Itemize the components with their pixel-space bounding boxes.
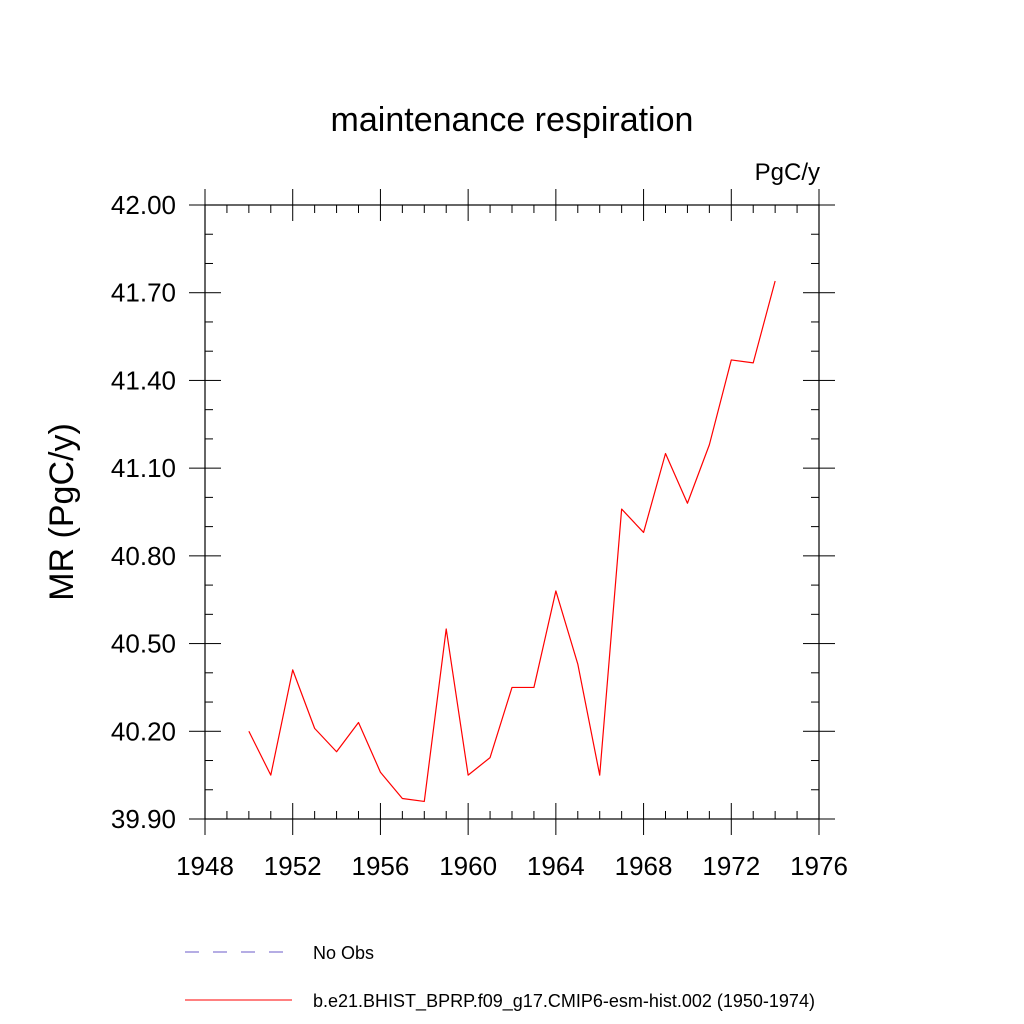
y-tick-label: 40.50 xyxy=(111,629,176,659)
y-axis-label: MR (PgC/y) xyxy=(43,423,81,601)
x-tick-labels: 1948 1952 1956 1960 1964 1968 1972 1976 xyxy=(176,851,848,881)
series-layer xyxy=(248,280,776,803)
units-label: PgC/y xyxy=(755,159,820,186)
x-tick-label: 1964 xyxy=(527,851,585,881)
series-line-0 xyxy=(248,280,776,803)
x-tick-label: 1972 xyxy=(702,851,760,881)
x-tick-label: 1956 xyxy=(352,851,410,881)
x-tick-label: 1948 xyxy=(176,851,234,881)
y-tick-label: 40.20 xyxy=(111,716,176,746)
chart-title: maintenance respiration xyxy=(331,101,694,139)
y-tick-label: 41.70 xyxy=(111,278,176,308)
x-tick-label: 1976 xyxy=(790,851,848,881)
plot-frame xyxy=(204,204,820,820)
legend-label-model: b.e21.BHIST_BPRP.f09_g17.CMIP6-esm-hist.… xyxy=(313,991,815,1012)
y-tick-label: 39.90 xyxy=(111,804,176,834)
x-tick-label: 1952 xyxy=(264,851,322,881)
x-tick-label: 1968 xyxy=(615,851,673,881)
x-tick-label: 1960 xyxy=(439,851,497,881)
legend: No Obs b.e21.BHIST_BPRP.f09_g17.CMIP6-es… xyxy=(185,943,815,1012)
y-tick-label: 42.00 xyxy=(111,190,176,220)
y-tick-label: 41.40 xyxy=(111,365,176,395)
y-tick-label: 40.80 xyxy=(111,541,176,571)
y-tick-label: 41.10 xyxy=(111,453,176,483)
y-tick-labels: 39.90 40.20 40.50 40.80 41.10 41.40 41.70 42.00 xyxy=(111,190,176,834)
legend-label-no-obs: No Obs xyxy=(313,943,374,963)
